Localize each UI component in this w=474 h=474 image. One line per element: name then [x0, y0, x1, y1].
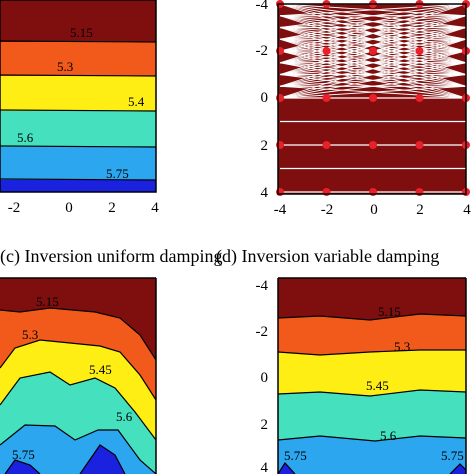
c-clabel-3: 5.6 [17, 130, 34, 145]
ray-x-50 [279, 38, 467, 87]
d-xtick-3: 2 [416, 202, 424, 218]
e-clabel-4: 5.75 [12, 447, 35, 462]
c-xtick-1: 0 [65, 200, 73, 216]
points-d [276, 0, 470, 196]
panel-e: 5.15 5.3 5.45 5.6 5.75 [0, 277, 157, 474]
d-ytick-2: 0 [261, 90, 269, 106]
source-point-23 [415, 188, 424, 196]
ray-x-26 [279, 3, 467, 52]
source-point-22 [369, 188, 377, 196]
contour-e-2 [0, 339, 156, 401]
ray-x-49 [279, 27, 467, 87]
ray-x-42 [279, 15, 467, 75]
contour-f-5 [277, 462, 467, 474]
d-ytick-4: 4 [261, 185, 269, 201]
f-clabel-0: 5.15 [378, 304, 401, 319]
band-c-0 [0, 0, 156, 42]
d-ytick-3: 2 [261, 138, 269, 154]
band-c-3 [0, 111, 156, 147]
source-point-13 [415, 94, 424, 102]
source-point-7 [369, 47, 377, 55]
f-ytick-3: 2 [261, 417, 269, 433]
f-ytick-0: -4 [256, 278, 269, 294]
source-point-11 [322, 94, 331, 102]
contour-e-3 [0, 371, 156, 441]
band-c-4 [0, 147, 156, 180]
source-point-17 [369, 141, 377, 149]
frame-d [277, 3, 467, 195]
f-ytick-4: 4 [261, 460, 269, 474]
c-xtick-2: 2 [108, 200, 116, 216]
caption-d: (d) Inversion variable damping [216, 246, 439, 267]
d-xtick-2: 0 [370, 202, 378, 218]
contour-c-3 [0, 109, 157, 112]
contour-e-4 [0, 424, 156, 474]
source-point-8 [415, 47, 424, 55]
contour-f-3 [277, 389, 467, 397]
c-clabel-0: 5.15 [70, 25, 93, 40]
band-c-2 [0, 76, 156, 111]
ray-x-11 [279, 3, 467, 28]
c-xtick-0: -2 [8, 200, 21, 216]
ray-x-5 [279, 3, 467, 17]
panel-f: -4 -2 0 2 4 5.15 5.3 5.45 5.6 5.75 5.75 [256, 277, 467, 474]
f-clabel-1: 5.3 [394, 339, 410, 354]
source-point-5 [276, 47, 284, 55]
f-clabel-4: 5.75 [284, 448, 307, 463]
ray-x-18 [279, 3, 467, 40]
f-ytick-1: -2 [256, 324, 269, 340]
contour-c-5 [0, 178, 157, 181]
ray-x-34 [279, 3, 467, 64]
c-xtick-3: 4 [151, 200, 159, 216]
source-point-15 [276, 141, 284, 149]
source-point-20 [276, 188, 284, 196]
contour-f-1 [277, 313, 467, 321]
d-xtick-4: 4 [463, 202, 471, 218]
e-clabel-3: 5.6 [116, 409, 133, 424]
ray-x-35 [279, 15, 467, 64]
e-clabel-0: 5.15 [36, 294, 59, 309]
source-point-10 [276, 94, 284, 102]
source-point-16 [322, 141, 331, 149]
caption-c: (c) Inversion uniform damping [0, 246, 222, 267]
ray-x-55 [279, 38, 467, 99]
e-clabel-1: 5.3 [22, 327, 38, 342]
source-point-12 [369, 94, 377, 102]
source-point-21 [322, 188, 331, 196]
contour-f-2 [277, 349, 466, 356]
d-xtick-0: -4 [274, 202, 287, 218]
c-clabel-1: 5.3 [57, 59, 73, 74]
c-clabel-4: 5.75 [106, 166, 129, 181]
contour-c-4 [0, 145, 157, 148]
ray-x-56 [279, 50, 467, 99]
panel-c: -2 0 2 4 5.15 5.3 5.4 5.6 5.75 (c) Inver… [0, 0, 222, 267]
ray-x-58 [279, 74, 467, 99]
d-ytick-1: -2 [256, 43, 269, 59]
f-ytick-2: 0 [261, 370, 269, 386]
ray-x-57 [279, 62, 467, 99]
source-point-18 [415, 141, 424, 149]
band-c-5 [0, 180, 156, 192]
band-f-4 [278, 436, 466, 474]
contour-e-1 [0, 307, 156, 361]
d-xtick-1: -2 [321, 202, 334, 218]
contour-f-4 [277, 435, 467, 442]
source-point-6 [322, 47, 331, 55]
panel-d: -4 -2 0 2 4 -4 -2 0 2 4 (d) Inversion va… [216, 0, 471, 267]
contour-e-5 [4, 444, 126, 474]
contour-c-1 [0, 40, 157, 43]
c-clabel-2: 5.4 [128, 94, 145, 109]
frame-c [0, 0, 157, 193]
f-clabel-3: 5.6 [380, 428, 397, 443]
f-clabel-5: 5.75 [441, 448, 464, 463]
contour-c-2 [0, 74, 157, 77]
rays-d [279, 3, 467, 193]
e-clabel-2: 5.45 [89, 362, 112, 377]
band-c-1 [0, 42, 156, 76]
f-clabel-2: 5.45 [366, 378, 389, 393]
d-ytick-0: -4 [256, 0, 269, 13]
ray-x-59 [279, 85, 467, 99]
